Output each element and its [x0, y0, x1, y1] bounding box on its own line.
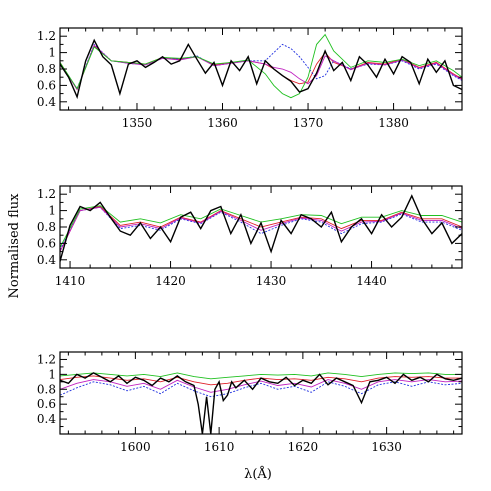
observed-spectrum-line	[60, 372, 462, 434]
y-tick-label: 1.2	[37, 187, 56, 201]
model-spectrum-line-2	[60, 43, 462, 90]
model-spectrum-line-3	[60, 206, 462, 252]
model-spectrum-line-4	[60, 33, 462, 99]
x-tick-label: 1440	[356, 274, 387, 288]
y-tick-label: 1.2	[37, 352, 56, 366]
plot-frame	[59, 351, 463, 435]
plot-frame	[59, 27, 463, 111]
y-tick-label: 1.2	[37, 29, 56, 43]
x-tick-label: 1380	[378, 116, 409, 130]
x-tick-label: 1360	[207, 116, 238, 130]
y-tick-label: 0.4	[37, 412, 56, 426]
y-tick-label: 0.8	[37, 220, 56, 234]
model-spectrum-line-3	[60, 379, 462, 393]
x-tick-label: 1370	[293, 116, 324, 130]
observed-spectrum-line	[60, 38, 462, 100]
x-tick-label: 1620	[288, 440, 319, 454]
y-tick-label: 0.4	[37, 253, 56, 267]
y-tick-label: 0.6	[37, 236, 56, 250]
observed-spectrum-line	[60, 194, 462, 262]
y-tick-label: 0.8	[37, 62, 56, 76]
x-axis-label: λ(Å)	[244, 466, 272, 482]
panel-3: 1600 1610 1620 1630 0.40.60.811.2	[37, 351, 463, 454]
model-spectrum-line-1	[60, 45, 462, 91]
x-tick-label: 1410	[55, 274, 86, 288]
model-spectrum-line-2	[60, 381, 462, 398]
y-tick-label: 1	[48, 204, 56, 218]
y-tick-label: 0.6	[37, 397, 56, 411]
x-tick-label: 1600	[120, 440, 151, 454]
model-spectrum-line-2	[60, 206, 462, 251]
x-tick-label: 1610	[204, 440, 235, 454]
x-tick-label: 1430	[256, 274, 287, 288]
model-spectrum-line-3	[60, 44, 462, 91]
panel-2: 1410 1420 1430 1440 0.4 0.6 0.8 1 1.2	[37, 185, 463, 288]
y-tick-label: 1	[48, 367, 56, 381]
y-tick-label: 0.6	[37, 78, 56, 92]
x-tick-label: 1630	[371, 440, 402, 454]
y-tick-label: 1	[48, 46, 56, 60]
y-tick-label: 0.8	[37, 382, 56, 396]
x-tick-label: 1350	[122, 116, 153, 130]
panel-1: 1350 1360 1370 1380 0.4 0.6 0.8 1 1.2	[37, 27, 463, 130]
model-spectrum-line-1	[60, 206, 462, 252]
y-tick-label: 0.4	[37, 95, 56, 109]
model-spectrum-line-4	[60, 372, 462, 380]
x-tick-label: 1420	[155, 274, 186, 288]
y-axis-label: Normalised flux	[7, 193, 22, 299]
